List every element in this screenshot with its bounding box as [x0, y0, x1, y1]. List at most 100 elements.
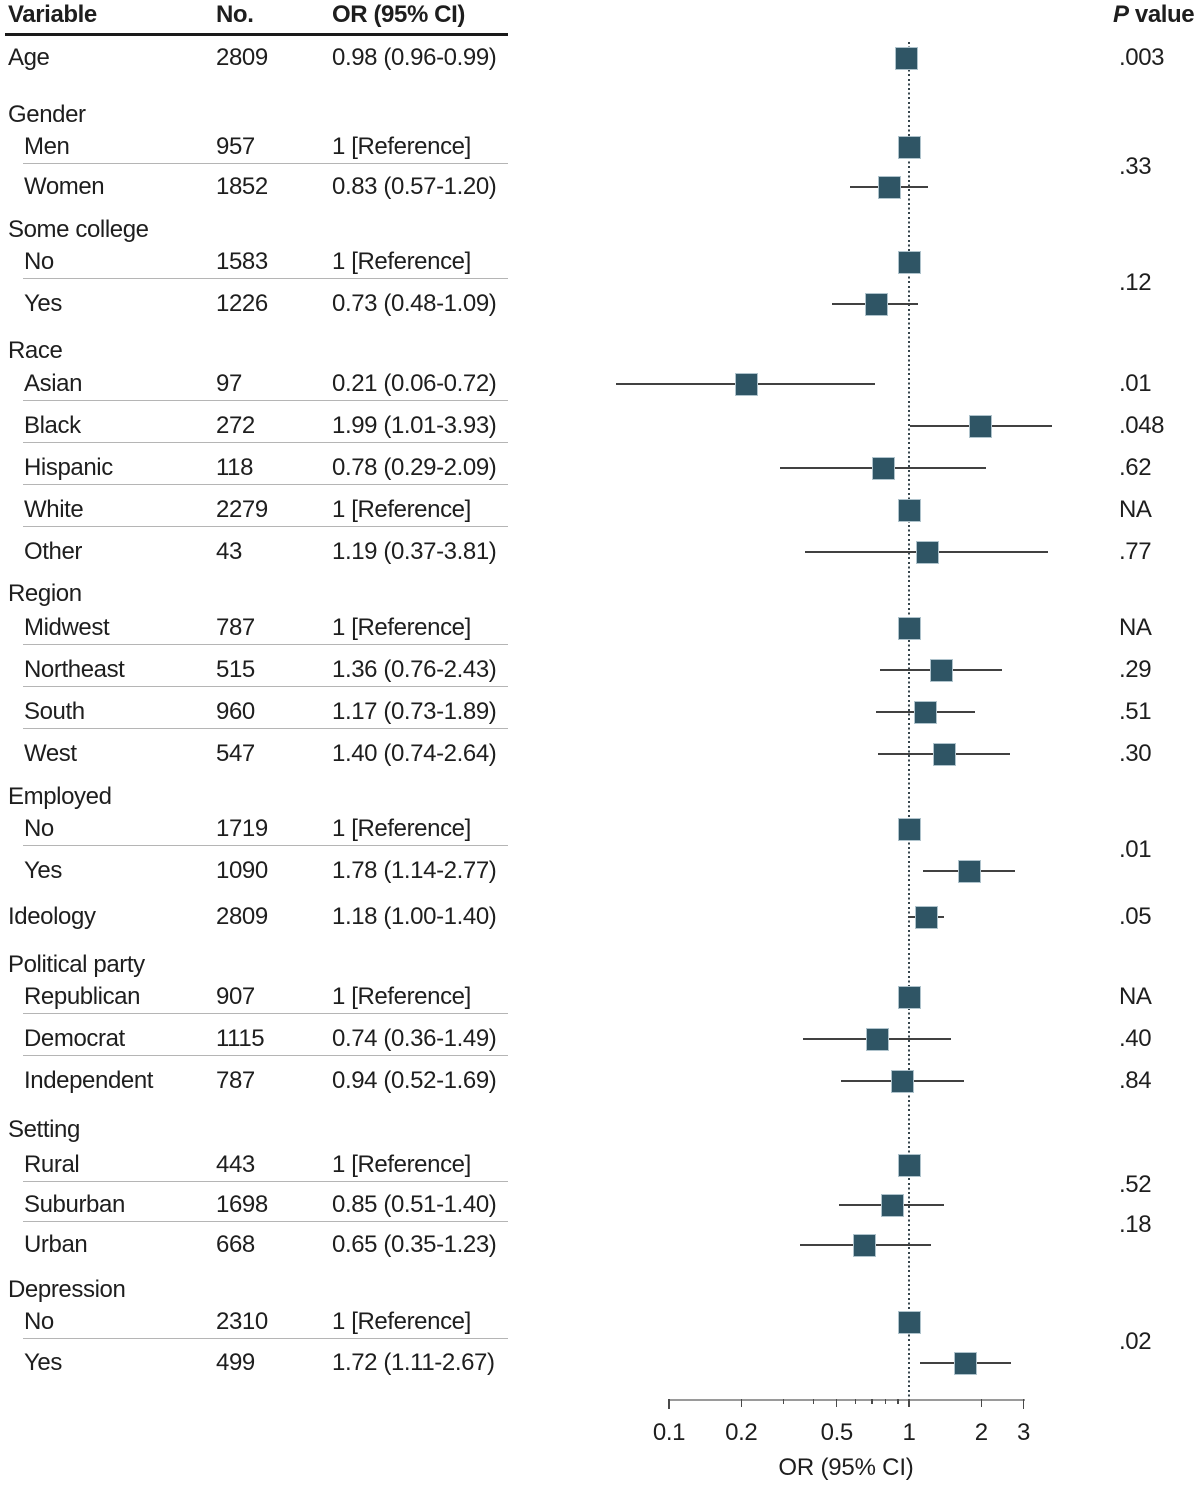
x-axis-label: OR (95% CI): [778, 1454, 914, 1481]
row-or-ci-text: 1.72 (1.11-2.67): [332, 1349, 495, 1376]
row-separator: [23, 686, 508, 688]
p-value: .01: [1119, 836, 1152, 863]
or-marker-reference: [897, 985, 921, 1009]
row-label: Black: [24, 412, 81, 439]
x-axis-tick-label: 0.5: [820, 1419, 854, 1446]
or-marker: [866, 1027, 890, 1051]
row-count: 787: [216, 1067, 255, 1094]
row-or-ci-text: 0.78 (0.29-2.09): [332, 454, 497, 481]
p-value: NA: [1119, 614, 1152, 641]
row-label: No: [24, 1308, 54, 1335]
or-marker: [914, 905, 938, 929]
column-header-p-value: P value: [1113, 1, 1195, 28]
x-axis-tick: [740, 1399, 742, 1407]
row-or-ci-text: 1 [Reference]: [332, 496, 471, 523]
or-marker: [734, 372, 758, 396]
row-or-ci-text: 1 [Reference]: [332, 614, 471, 641]
row-or-ci-text: 1.17 (0.73-1.89): [332, 698, 497, 725]
row-separator: [23, 484, 508, 486]
or-marker-reference: [897, 1310, 921, 1334]
column-header-or-ci: OR (95% CI): [332, 1, 465, 28]
row-label: Ideology: [8, 903, 96, 930]
row-separator: [23, 1338, 508, 1340]
row-or-ci-text: 0.65 (0.35-1.23): [332, 1231, 497, 1258]
row-count: 118: [216, 454, 254, 481]
p-value-italic-p: P: [1113, 1, 1129, 28]
or-marker: [878, 175, 902, 199]
row-separator: [23, 644, 508, 646]
row-label: Other: [24, 538, 83, 565]
p-value: .18: [1119, 1211, 1152, 1238]
header-rule: [5, 33, 508, 36]
row-count: 2279: [216, 496, 268, 523]
row-separator: [23, 442, 508, 444]
row-or-ci-text: 0.98 (0.96-0.99): [332, 44, 497, 71]
or-marker-reference: [897, 498, 921, 522]
row-count: 1583: [216, 248, 268, 275]
row-label: Yes: [24, 290, 62, 317]
row-label: Independent: [24, 1067, 154, 1094]
row-count: 668: [216, 1231, 255, 1258]
row-separator: [23, 163, 508, 165]
row-separator: [23, 400, 508, 402]
x-axis-tick: [668, 1399, 670, 1409]
row-label: Northeast: [24, 656, 125, 683]
x-axis-minor-tick: [812, 1399, 815, 1404]
row-separator: [23, 526, 508, 528]
row-count: 957: [216, 133, 255, 160]
group-header-label: Region: [8, 580, 82, 607]
row-count: 787: [216, 614, 255, 641]
p-value: .048: [1119, 412, 1165, 439]
row-or-ci-text: 0.74 (0.36-1.49): [332, 1025, 497, 1052]
p-value: .33: [1119, 153, 1152, 180]
row-separator: [23, 1055, 508, 1057]
or-marker: [891, 1069, 915, 1093]
row-label: Yes: [24, 857, 62, 884]
row-or-ci-text: 1 [Reference]: [332, 1308, 471, 1335]
row-count: 1698: [216, 1191, 268, 1218]
p-value: .40: [1119, 1025, 1152, 1052]
p-value: .003: [1119, 44, 1165, 71]
row-count: 1090: [216, 857, 268, 884]
p-value: .29: [1119, 656, 1152, 683]
x-axis-tick-label: 0.1: [652, 1419, 686, 1446]
row-count: 907: [216, 983, 255, 1010]
p-value: .12: [1119, 269, 1152, 296]
row-or-ci-text: 1.78 (1.14-2.77): [332, 857, 497, 884]
or-marker: [969, 414, 993, 438]
row-count: 2809: [216, 44, 268, 71]
or-marker: [913, 700, 937, 724]
row-separator: [23, 278, 508, 280]
row-or-ci-text: 1.99 (1.01-3.93): [332, 412, 497, 439]
row-or-ci-text: 1 [Reference]: [332, 133, 471, 160]
x-axis-tick: [1022, 1399, 1025, 1409]
or-marker: [915, 540, 939, 564]
group-header-label: Employed: [8, 783, 112, 810]
p-value: .52: [1119, 1171, 1152, 1198]
x-axis-tick-label: 2: [974, 1419, 988, 1446]
or-marker: [957, 859, 981, 883]
row-or-ci-text: 1.19 (0.37-3.81): [332, 538, 497, 565]
group-header-label: Some college: [8, 216, 149, 243]
row-or-ci-text: 1 [Reference]: [332, 1151, 471, 1178]
p-value-rest: value: [1128, 1, 1195, 28]
x-axis-line: [668, 1399, 1025, 1401]
row-count: 2809: [216, 903, 268, 930]
or-marker: [895, 46, 919, 70]
row-count: 960: [216, 698, 255, 725]
row-count: 2310: [216, 1308, 268, 1335]
row-separator: [23, 1221, 508, 1223]
or-marker: [864, 292, 888, 316]
row-label: Yes: [24, 1349, 62, 1376]
or-marker: [932, 742, 956, 766]
p-value: .02: [1119, 1328, 1152, 1355]
row-or-ci-text: 0.94 (0.52-1.69): [332, 1067, 497, 1094]
row-count: 97: [216, 370, 242, 397]
row-count: 515: [216, 656, 255, 683]
row-or-ci-text: 1.18 (1.00-1.40): [332, 903, 497, 930]
group-header-label: Depression: [8, 1276, 126, 1303]
x-axis-tick-label: 3: [1017, 1419, 1030, 1446]
row-or-ci-text: 1.36 (0.76-2.43): [332, 656, 497, 683]
row-count: 1115: [216, 1025, 265, 1052]
